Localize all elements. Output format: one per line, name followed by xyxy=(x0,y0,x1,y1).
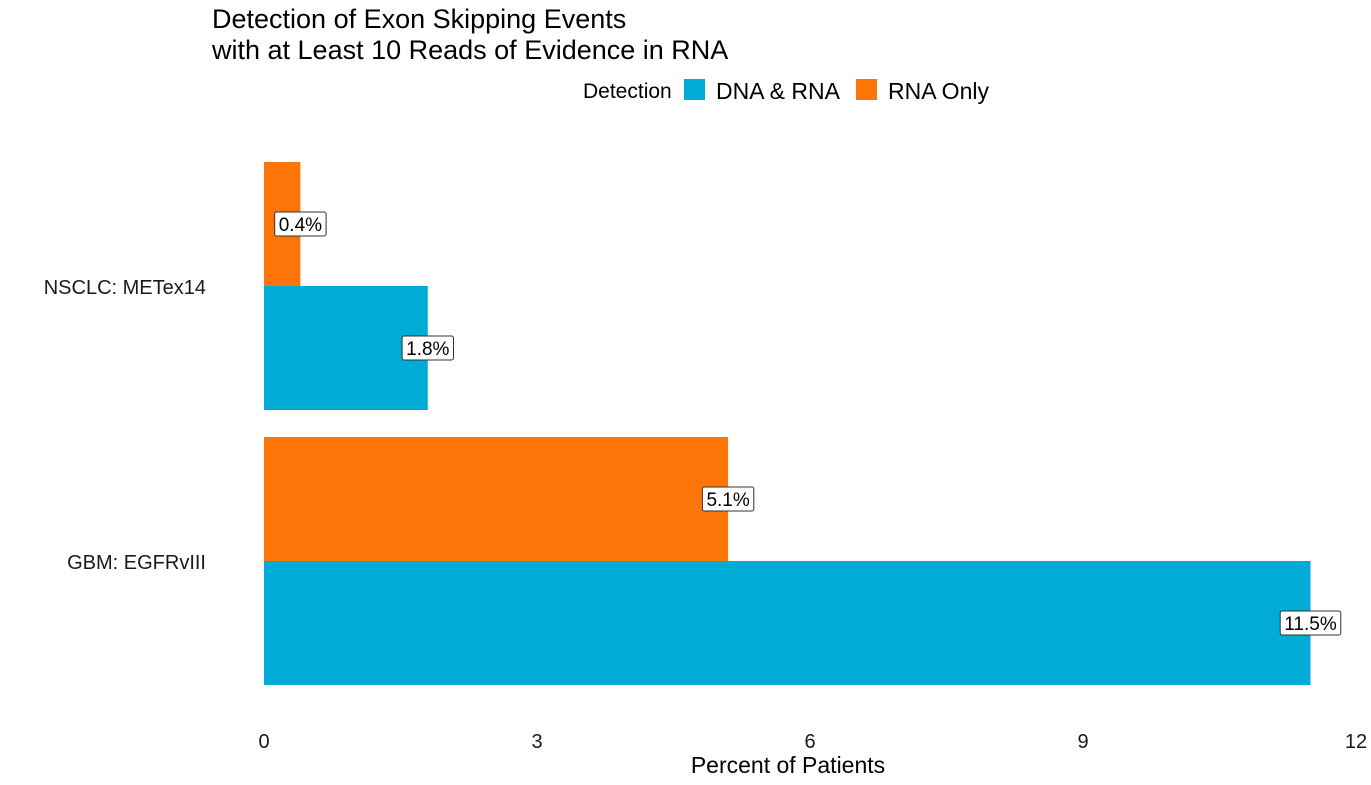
data-label-box xyxy=(1279,610,1342,636)
legend: Detection DNA & RNA RNA Only xyxy=(583,78,989,104)
data-label-nsclc-metex14-dna-rna: 1.8% xyxy=(401,335,455,361)
data-label-text: 1.8% xyxy=(406,339,449,360)
x-axis-title: Percent of Patients xyxy=(691,752,885,778)
legend-swatch-dna-rna xyxy=(684,79,705,100)
x-tick-label-6: 6 xyxy=(804,731,815,753)
legend-label-rna-only: RNA Only xyxy=(888,78,989,104)
data-label-box xyxy=(401,335,455,361)
legend-title: Detection xyxy=(583,80,672,103)
data-labels: 0.4% 1.8% 5.1% 11.5% xyxy=(274,211,1342,636)
data-label-text: 11.5% xyxy=(1284,614,1337,635)
category-labels: NSCLC: METex14 GBM: EGFRvIII xyxy=(44,277,206,574)
bar-gbm-egfrviii-dna-rna xyxy=(264,561,1311,685)
data-label-gbm-egfrviii-dna-rna: 11.5% xyxy=(1279,610,1342,636)
data-label-text: 0.4% xyxy=(279,215,322,236)
data-label-box xyxy=(701,486,755,512)
chart-title-line-2: with at Least 10 Reads of Evidence in RN… xyxy=(211,35,728,65)
chart-title-line-1: Detection of Exon Skipping Events xyxy=(212,4,626,34)
x-tick-label-0: 0 xyxy=(258,731,269,753)
legend-swatch-rna-only xyxy=(856,79,877,100)
data-label-nsclc-metex14-rna-only: 0.4% xyxy=(274,211,327,237)
bar-nsclc-metex14-dna-rna xyxy=(264,286,428,410)
bars-group xyxy=(264,162,1311,685)
legend-label-dna-rna: DNA & RNA xyxy=(716,78,841,104)
data-label-gbm-egfrviii-rna-only: 5.1% xyxy=(701,486,755,512)
bar-gbm-egfrviii-rna-only xyxy=(264,437,729,561)
category-label-nsclc-metex14: NSCLC: METex14 xyxy=(44,277,206,299)
x-axis-ticks: 0 3 6 9 12 xyxy=(258,731,1367,753)
data-label-box xyxy=(274,211,327,237)
x-tick-label-9: 9 xyxy=(1077,731,1088,753)
category-label-gbm-egfrviii: GBM: EGFRvIII xyxy=(67,552,206,574)
data-label-text: 5.1% xyxy=(706,490,749,511)
x-tick-label-12: 12 xyxy=(1345,731,1367,753)
x-tick-label-3: 3 xyxy=(531,731,542,753)
